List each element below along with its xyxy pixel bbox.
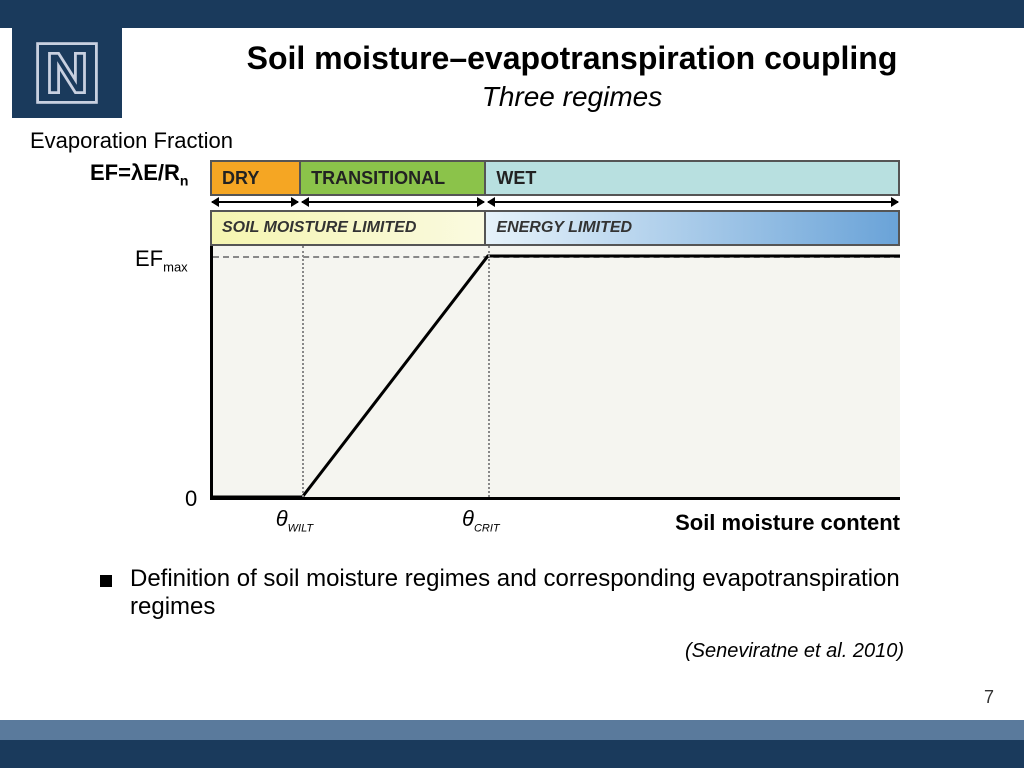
institution-logo xyxy=(12,28,122,118)
regime-bar-top: DRYTRANSITIONALWET xyxy=(210,160,900,196)
bullet-square-icon xyxy=(100,575,112,587)
regime-dry: DRY xyxy=(212,162,301,194)
subtitle: Three regimes xyxy=(140,81,1004,113)
x-axis-label: Soil moisture content xyxy=(675,510,900,536)
x-tick-theta-crit: θCRIT xyxy=(462,506,500,534)
bullet-text: Definition of soil moisture regimes and … xyxy=(100,565,924,621)
y-axis-zero: 0 xyxy=(185,486,197,512)
regime-wet: WET xyxy=(486,162,898,194)
ef-curve xyxy=(213,246,900,497)
y-axis-efmax: EFmax xyxy=(135,246,188,274)
citation: (Seneviratne et al. 2010) xyxy=(685,640,904,663)
regime-bar-bottom: SOIL MOISTURE LIMITEDENERGY LIMITED xyxy=(210,210,900,246)
bottom-bar-light xyxy=(0,720,1024,740)
bullet-content: Definition of soil moisture regimes and … xyxy=(130,565,924,621)
regime-arrow-row xyxy=(210,196,900,210)
bottom-bar-dark xyxy=(0,740,1024,768)
regime-diagram: EF=λE/Rn DRYTRANSITIONALWET SOIL MOISTUR… xyxy=(80,160,900,540)
ef-plot xyxy=(210,246,900,500)
limit-soil-moisture-limited: SOIL MOISTURE LIMITED xyxy=(212,212,486,244)
limit-energy-limited: ENERGY LIMITED xyxy=(486,212,898,244)
evaporation-fraction-label: Evaporation Fraction xyxy=(30,128,233,154)
x-tick-theta-wilt: θWILT xyxy=(276,506,313,534)
regime-transitional: TRANSITIONAL xyxy=(301,162,486,194)
ef-formula: EF=λE/Rn xyxy=(90,160,188,188)
page-number: 7 xyxy=(984,687,994,708)
title-area: Soil moisture–evapotranspiration couplin… xyxy=(140,40,1004,113)
top-bar xyxy=(0,0,1024,28)
main-title: Soil moisture–evapotranspiration couplin… xyxy=(140,40,1004,77)
